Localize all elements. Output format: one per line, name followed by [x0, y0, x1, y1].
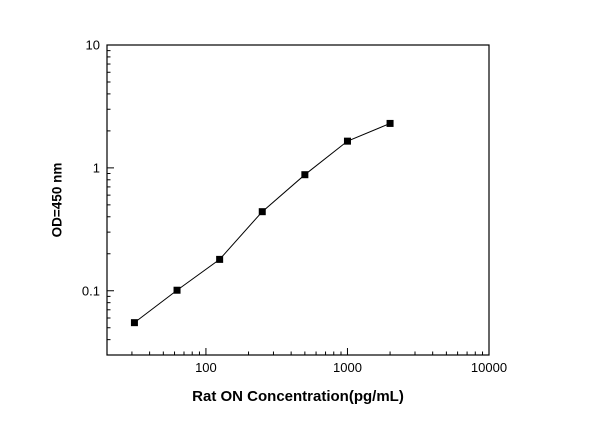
plot-frame	[106, 44, 490, 356]
data-series-line	[134, 122, 391, 324]
y-tick-labels: 0.1 1 10	[82, 38, 100, 299]
svg-text:10000: 10000	[471, 360, 507, 375]
svg-text:0.1: 0.1	[82, 283, 100, 298]
svg-text:1000: 1000	[333, 360, 362, 375]
svg-text:1: 1	[93, 160, 100, 175]
x-axis-label: Rat ON Concentration(pg/mL)	[192, 388, 404, 405]
x-axis-ticks	[131, 348, 490, 355]
svg-text:10: 10	[86, 38, 100, 53]
y-axis-label: OD=450 nm	[49, 162, 65, 238]
x-tick-labels: 100 1000 10000	[195, 360, 507, 375]
data-series-markers	[130, 119, 394, 327]
svg-text:100: 100	[195, 360, 217, 375]
y-axis-ticks	[107, 44, 114, 341]
